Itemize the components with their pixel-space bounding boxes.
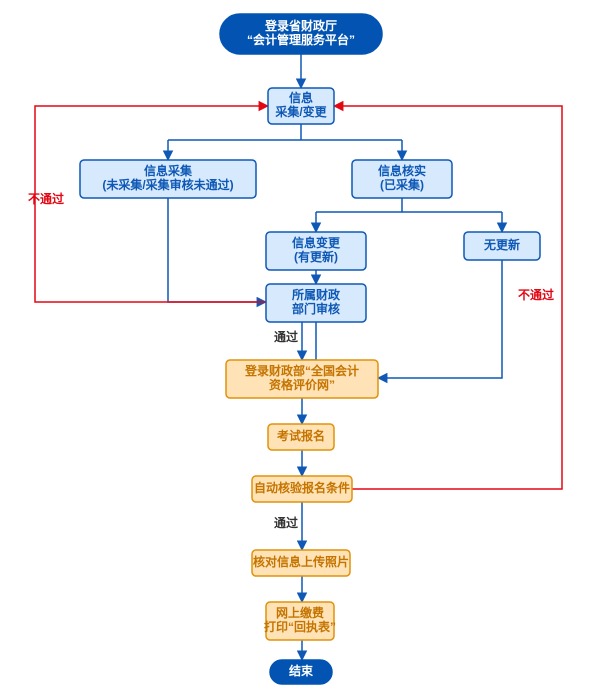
node-start-line1: “会计管理服务平台” [247, 32, 355, 47]
node-approve: 所属财政部门审核 [266, 284, 366, 322]
edge-collect_dn [168, 198, 266, 302]
node-upload-line0: 核对信息上传照片 [253, 554, 349, 569]
node-signup-line0: 考试报名 [277, 428, 325, 443]
node-change-line0: 信息变更 [292, 235, 341, 250]
node-collect-line0: 信息采集 [144, 163, 193, 178]
node-verify: 信息核实(已采集) [352, 160, 452, 198]
node-pay-line1: 打印“回执表” [264, 619, 336, 634]
flowchart-canvas: 登录省财政厅“会计管理服务平台”信息采集/变更信息采集(未采集/采集审核未通过)… [0, 0, 603, 690]
node-verify-line1: (已采集) [380, 177, 424, 192]
node-autochk-line0: 自动核验报名条件 [254, 480, 350, 495]
node-login2-line0: 登录财政部“全国会计 [244, 363, 359, 378]
label-0: 通过 [274, 329, 298, 344]
node-collect: 信息采集(未采集/采集审核未通过) [80, 160, 256, 198]
node-collect-line1: (未采集/采集审核未通过) [102, 177, 233, 192]
node-change: 信息变更(有更新) [266, 232, 366, 270]
label-1: 通过 [274, 515, 298, 530]
label-2: 不通过 [28, 191, 64, 206]
node-autochk: 自动核验报名条件 [252, 476, 352, 502]
node-info-line1: 采集/变更 [274, 104, 327, 119]
node-login2-line1: 资格评价网” [269, 377, 335, 392]
edge-fail_left [35, 106, 268, 302]
node-approve-line1: 部门审核 [292, 301, 340, 316]
node-noupdate: 无更新 [464, 232, 540, 260]
node-verify-line0: 信息核实 [378, 163, 426, 178]
node-noupdate-line0: 无更新 [483, 237, 520, 252]
edge-noupd_dn [378, 260, 502, 378]
node-upload: 核对信息上传照片 [252, 550, 350, 576]
node-login2: 登录财政部“全国会计资格评价网” [226, 360, 378, 398]
node-end: 结束 [270, 660, 332, 684]
node-info: 信息采集/变更 [268, 88, 334, 124]
node-start: 登录省财政厅“会计管理服务平台” [220, 14, 382, 54]
node-approve-line0: 所属财政 [292, 287, 341, 302]
node-signup: 考试报名 [268, 424, 334, 450]
node-change-line1: (有更新) [294, 249, 338, 264]
node-end-line0: 结束 [289, 663, 314, 678]
nodes-layer: 登录省财政厅“会计管理服务平台”信息采集/变更信息采集(未采集/采集审核未通过)… [80, 14, 540, 684]
edge-approve_dn [302, 322, 316, 360]
node-info-line0: 信息 [289, 90, 313, 105]
node-start-line0: 登录省财政厅 [264, 18, 337, 33]
label-3: 不通过 [518, 287, 554, 302]
node-pay: 网上缴费打印“回执表” [264, 602, 336, 640]
node-pay-line0: 网上缴费 [276, 605, 324, 620]
